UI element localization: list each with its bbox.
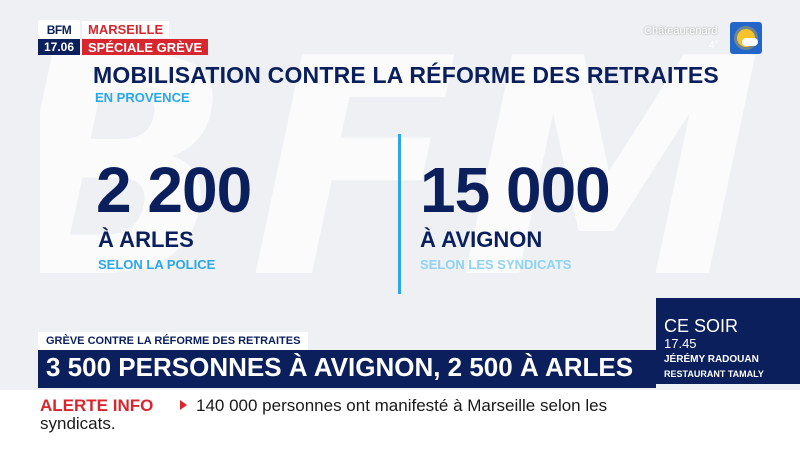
- stat-divider: [398, 134, 401, 294]
- promo-time: 17.45: [664, 336, 697, 351]
- lower-third-label: GRÈVE CONTRE LA RÉFORME DES RETRAITES: [38, 332, 309, 350]
- channel-logo: BFM: [38, 20, 80, 40]
- left-stat-number: 2 200: [96, 154, 252, 226]
- news-ticker: [0, 390, 800, 450]
- weather-temp: 4°: [709, 40, 719, 51]
- left-stat-source: SELON LA POLICE: [98, 257, 216, 272]
- right-stat-place: À AVIGNON: [420, 227, 543, 252]
- right-stat-number: 15 000: [420, 154, 611, 226]
- alert-label: ALERTE INFO: [40, 396, 154, 415]
- clock: 17.06: [38, 39, 80, 55]
- promo-place: RESTAURANT TAMALY: [664, 369, 764, 379]
- ticker-text-line2: syndicats.: [40, 414, 116, 433]
- lower-third-bar: [38, 350, 656, 388]
- channel-logo-text: BFM: [46, 23, 72, 37]
- promo-label: CE SOIR: [664, 316, 739, 336]
- city-tag: MARSEILLE: [82, 21, 170, 38]
- alert-arrow-icon: [180, 400, 187, 410]
- promo-person: JÉRÉMY RADOUAN: [664, 354, 759, 365]
- left-stat-place: À ARLES: [98, 227, 194, 252]
- graphic-title: MOBILISATION CONTRE LA RÉFORME DES RETRA…: [93, 62, 719, 88]
- special-tag: SPÉCIALE GRÈVE: [82, 39, 209, 55]
- sun-cloud-icon: [730, 22, 762, 54]
- graphic-subtitle: EN PROVENCE: [95, 90, 190, 105]
- tonight-promo: CE SOIR 17.45 JÉRÉMY RADOUAN RESTAURANT …: [656, 298, 800, 384]
- right-stat-source: SELON LES SYNDICATS: [420, 257, 572, 272]
- ticker-text-line1: 140 000 personnes ont manifesté à Marsei…: [196, 396, 608, 415]
- weather-city: Châteaurenard: [644, 25, 718, 37]
- lower-third-headline: 3 500 PERSONNES À AVIGNON, 2 500 À ARLES: [46, 352, 634, 382]
